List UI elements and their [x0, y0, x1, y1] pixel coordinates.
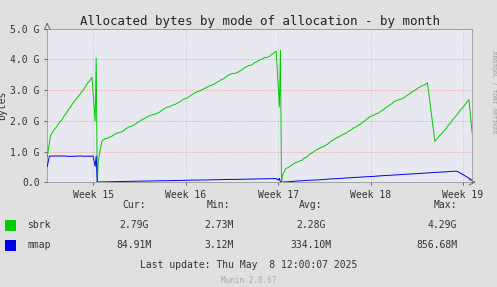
Text: mmap: mmap [27, 241, 51, 250]
Text: 84.91M: 84.91M [117, 241, 152, 250]
Text: 3.12M: 3.12M [204, 241, 234, 250]
Y-axis label: bytes: bytes [0, 91, 7, 120]
Text: 2.28G: 2.28G [296, 220, 326, 230]
Text: 2.73M: 2.73M [204, 220, 234, 230]
Text: 856.68M: 856.68M [416, 241, 457, 250]
Text: Min:: Min: [207, 200, 231, 210]
Text: 4.29G: 4.29G [428, 220, 457, 230]
Text: sbrk: sbrk [27, 220, 51, 230]
Text: Max:: Max: [434, 200, 457, 210]
Text: Avg:: Avg: [299, 200, 323, 210]
Text: 334.10M: 334.10M [290, 241, 331, 250]
Text: Last update: Thu May  8 12:00:07 2025: Last update: Thu May 8 12:00:07 2025 [140, 261, 357, 270]
Title: Allocated bytes by mode of allocation - by month: Allocated bytes by mode of allocation - … [80, 15, 440, 28]
Text: 2.79G: 2.79G [119, 220, 149, 230]
Text: Cur:: Cur: [122, 200, 146, 210]
Text: Munin 2.0.67: Munin 2.0.67 [221, 276, 276, 285]
Text: RRDTOOL / TOBI OETIKER: RRDTOOL / TOBI OETIKER [491, 51, 496, 133]
